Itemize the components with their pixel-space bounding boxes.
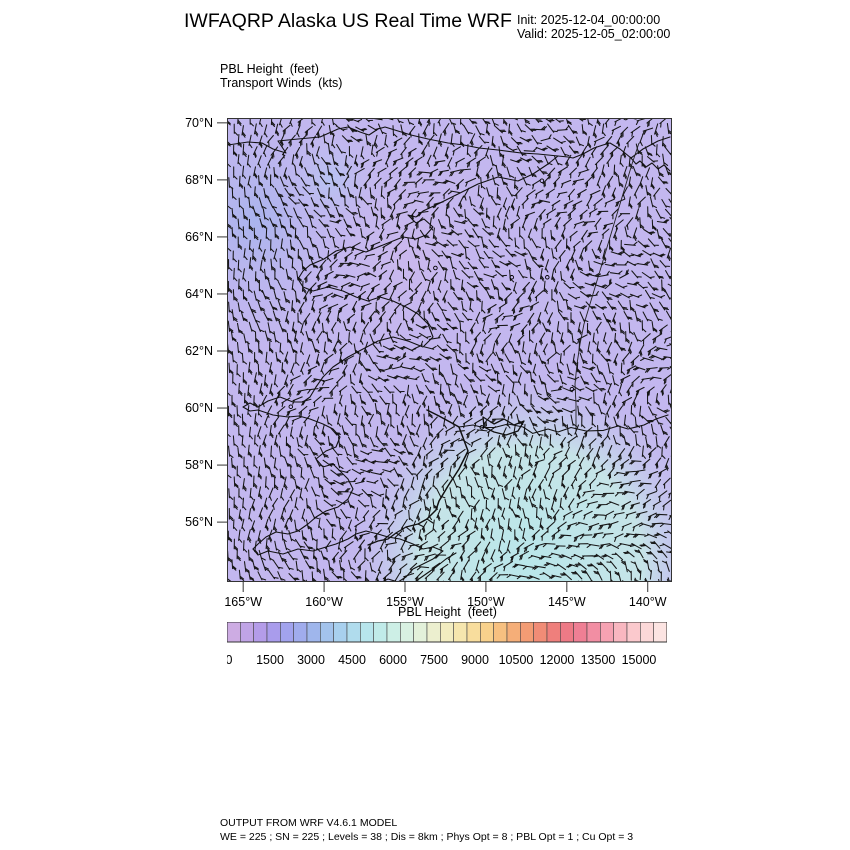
- svg-text:60°N: 60°N: [185, 401, 213, 415]
- svg-text:15000: 15000: [622, 653, 657, 667]
- svg-text:58°N: 58°N: [185, 458, 213, 472]
- svg-text:165°W: 165°W: [224, 595, 262, 609]
- svg-text:68°N: 68°N: [185, 173, 213, 187]
- svg-text:140°W: 140°W: [629, 595, 667, 609]
- svg-text:56°N: 56°N: [185, 515, 213, 529]
- svg-text:70°N: 70°N: [185, 116, 213, 130]
- svg-text:9000: 9000: [461, 653, 489, 667]
- svg-text:12000: 12000: [540, 653, 575, 667]
- svg-text:0: 0: [227, 653, 233, 667]
- svg-text:66°N: 66°N: [185, 230, 213, 244]
- svg-text:1500: 1500: [256, 653, 284, 667]
- svg-text:13500: 13500: [581, 653, 616, 667]
- svg-text:3000: 3000: [297, 653, 325, 667]
- svg-text:64°N: 64°N: [185, 287, 213, 301]
- svg-text:160°W: 160°W: [305, 595, 343, 609]
- svg-text:7500: 7500: [420, 653, 448, 667]
- svg-text:6000: 6000: [379, 653, 407, 667]
- svg-text:10500: 10500: [499, 653, 534, 667]
- svg-text:62°N: 62°N: [185, 344, 213, 358]
- svg-text:4500: 4500: [338, 653, 366, 667]
- svg-text:145°W: 145°W: [548, 595, 586, 609]
